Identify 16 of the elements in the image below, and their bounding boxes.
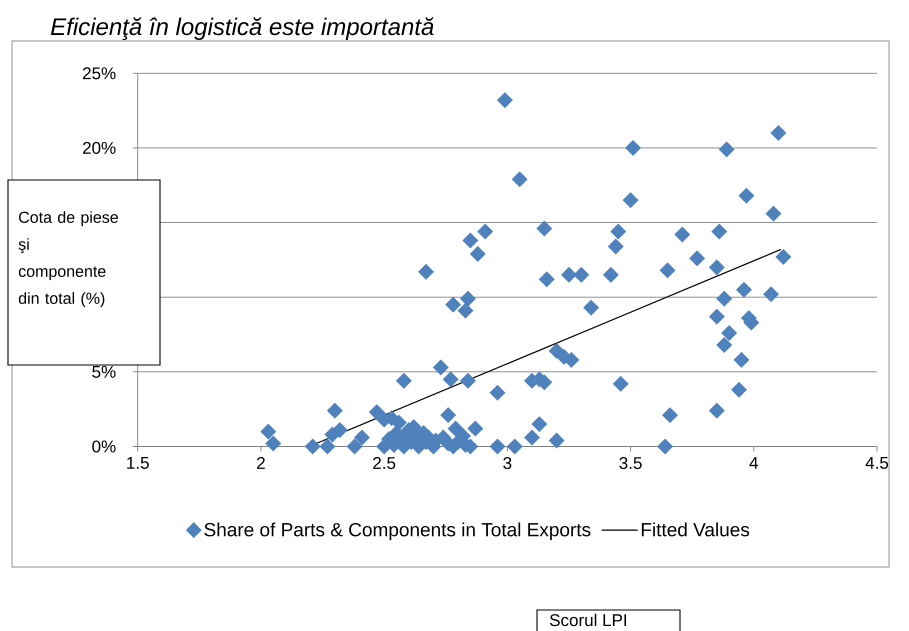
x-tick-label: 3	[503, 457, 512, 470]
y-tick-label: 25%	[83, 67, 116, 80]
x-tick-label: 1.5	[127, 457, 149, 469]
legend-label: Fitted Values	[642, 522, 750, 536]
x-tick-label: 2	[257, 457, 265, 469]
y-axis-title: Cota de piese şi componente din total (%)	[18, 211, 118, 308]
x-tick-label: 3.5	[619, 457, 642, 470]
x-tick-label: 4.5	[866, 457, 888, 469]
y-tick-label: 0%	[92, 440, 116, 453]
y-tick-label: 5%	[92, 366, 116, 378]
y-tick-label: 20%	[83, 142, 116, 154]
x-tick-label: 4	[749, 457, 758, 469]
chart-title: Eficienţă în logistică este importantă	[50, 17, 434, 40]
legend-label: Share of Parts & Components in Total Exports	[204, 522, 590, 540]
x-tick-label: 2.5	[373, 457, 396, 470]
text: Scorul LPI	[550, 614, 626, 626]
